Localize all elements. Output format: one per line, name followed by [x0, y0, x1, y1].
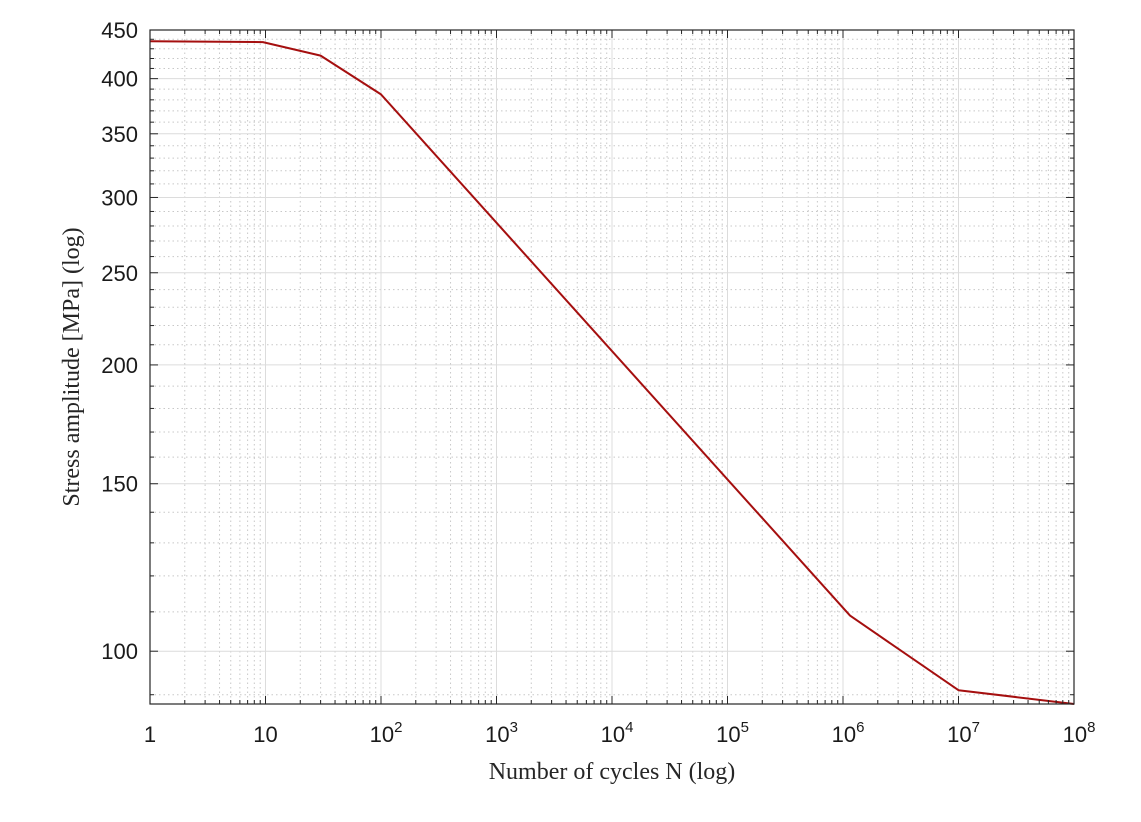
plot-series: [149, 40, 1075, 705]
x-tick-exponent: 4: [625, 719, 633, 736]
x-tick-label: 108: [1063, 719, 1096, 747]
x-tick-base: 10: [370, 722, 394, 747]
x-tick-exponent: 3: [510, 719, 518, 736]
x-tick-label: 1: [144, 722, 156, 747]
y-tick-label: 400: [101, 67, 138, 92]
x-tick-base: 10: [1063, 722, 1087, 747]
major-grid: [149, 29, 1075, 704]
x-tick-labels: 1 10 102 103 104 105 106 107 108: [144, 719, 1096, 747]
minor-grid: [150, 30, 1074, 704]
x-tick-base: 1: [144, 722, 156, 747]
y-tick-labels: 100 150 200 250 300 350 400 450: [101, 18, 138, 664]
x-tick-exponent: 6: [856, 719, 864, 736]
x-axis-title: Number of cycles N (log): [489, 759, 736, 785]
x-tick-label: 104: [601, 719, 634, 747]
y-axis-title: Stress amplitude [MPa] (log): [59, 227, 85, 506]
x-tick-base: 10: [601, 722, 625, 747]
y-tick-label: 350: [101, 122, 138, 147]
x-tick-label: 105: [716, 719, 749, 747]
x-tick-base: 10: [947, 722, 971, 747]
x-tick-exponent: 2: [394, 719, 402, 736]
x-tick-base: 10: [716, 722, 740, 747]
x-tick-exponent: 5: [741, 719, 749, 736]
x-tick-base: 10: [253, 722, 277, 747]
x-tick-label: 106: [832, 719, 865, 747]
y-tick-label: 100: [101, 639, 138, 664]
x-tick-base: 10: [832, 722, 856, 747]
axis-ticks: [149, 29, 1075, 704]
x-tick-exponent: 7: [972, 719, 980, 736]
x-tick-base: 10: [485, 722, 509, 747]
sn-curve-line: [149, 40, 1075, 705]
y-tick-label: 150: [101, 472, 138, 497]
y-tick-label: 450: [101, 18, 138, 43]
x-tick-label: 103: [485, 719, 518, 747]
x-tick-exponent: 8: [1087, 719, 1095, 736]
y-tick-label: 200: [101, 353, 138, 378]
x-tick-label: 107: [947, 719, 980, 747]
x-tick-label: 102: [370, 719, 403, 747]
y-tick-label: 250: [101, 261, 138, 286]
y-tick-label: 300: [101, 185, 138, 210]
x-tick-label: 10: [253, 722, 277, 747]
